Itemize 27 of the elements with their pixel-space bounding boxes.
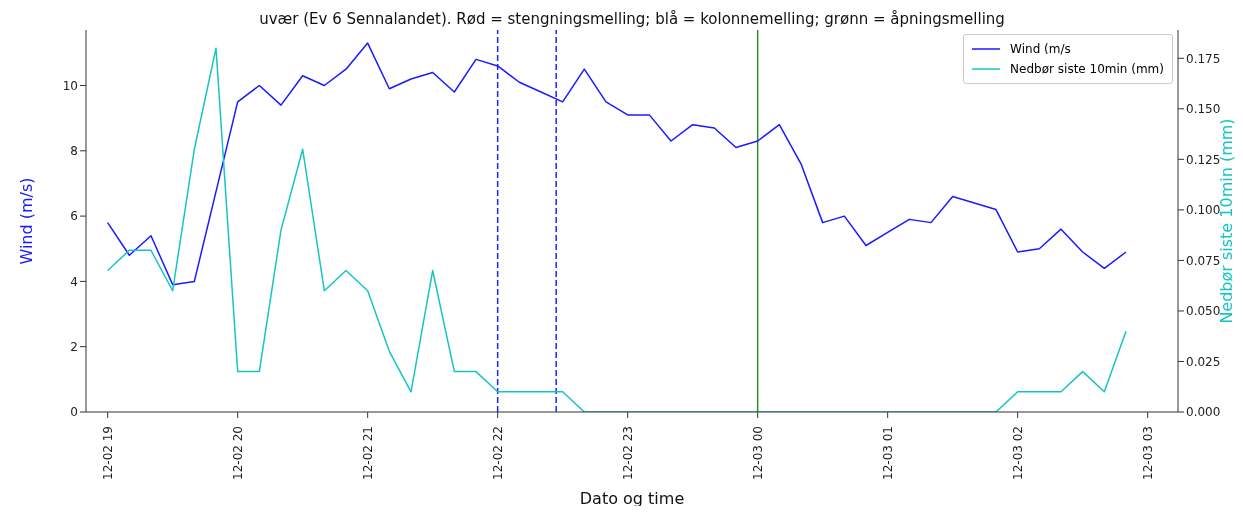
y2-tick-label: 0.000 bbox=[1186, 405, 1221, 420]
y2-tick-label: 0.100 bbox=[1186, 203, 1221, 218]
y2-tick-label: 0.150 bbox=[1186, 102, 1221, 117]
y2-tick-label: 0.075 bbox=[1186, 253, 1221, 268]
legend-label: Nedbør siste 10min (mm) bbox=[1010, 62, 1164, 76]
x-tick-label: 12-02 21 bbox=[360, 426, 375, 480]
y2-tick-label: 0.050 bbox=[1186, 304, 1221, 319]
y2-tick-label: 0.175 bbox=[1186, 51, 1221, 66]
y-tick-label: 10 bbox=[62, 78, 78, 93]
y-tick-label: 0 bbox=[70, 405, 78, 420]
x-tick-label: 12-03 02 bbox=[1010, 426, 1025, 480]
x-tick-label: 12-02 23 bbox=[620, 426, 635, 480]
legend-label: Wind (m/s bbox=[1010, 42, 1071, 56]
x-tick-label: 12-03 03 bbox=[1140, 426, 1155, 480]
x-tick-label: 12-03 00 bbox=[750, 426, 765, 480]
x-tick-label: 12-02 19 bbox=[100, 426, 115, 480]
x-tick-label: 12-02 22 bbox=[490, 426, 505, 480]
x-tick-label: 12-02 20 bbox=[230, 426, 245, 480]
y2-tick-label: 0.125 bbox=[1186, 152, 1221, 167]
y-axis-title: Wind (m/s) bbox=[16, 177, 36, 265]
y-tick-label: 6 bbox=[70, 209, 78, 224]
y2-tick-label: 0.025 bbox=[1186, 354, 1221, 369]
y-tick-label: 4 bbox=[70, 274, 78, 289]
x-tick-label: 12-03 01 bbox=[880, 426, 895, 480]
y-tick-label: 2 bbox=[70, 339, 78, 354]
y-tick-label: 8 bbox=[70, 144, 78, 159]
chart-title: uvær (Ev 6 Sennalandet). Rød = stengningsmelling; blå = kolonnemelling; grønn = åpningsmelling bbox=[258, 10, 1006, 28]
